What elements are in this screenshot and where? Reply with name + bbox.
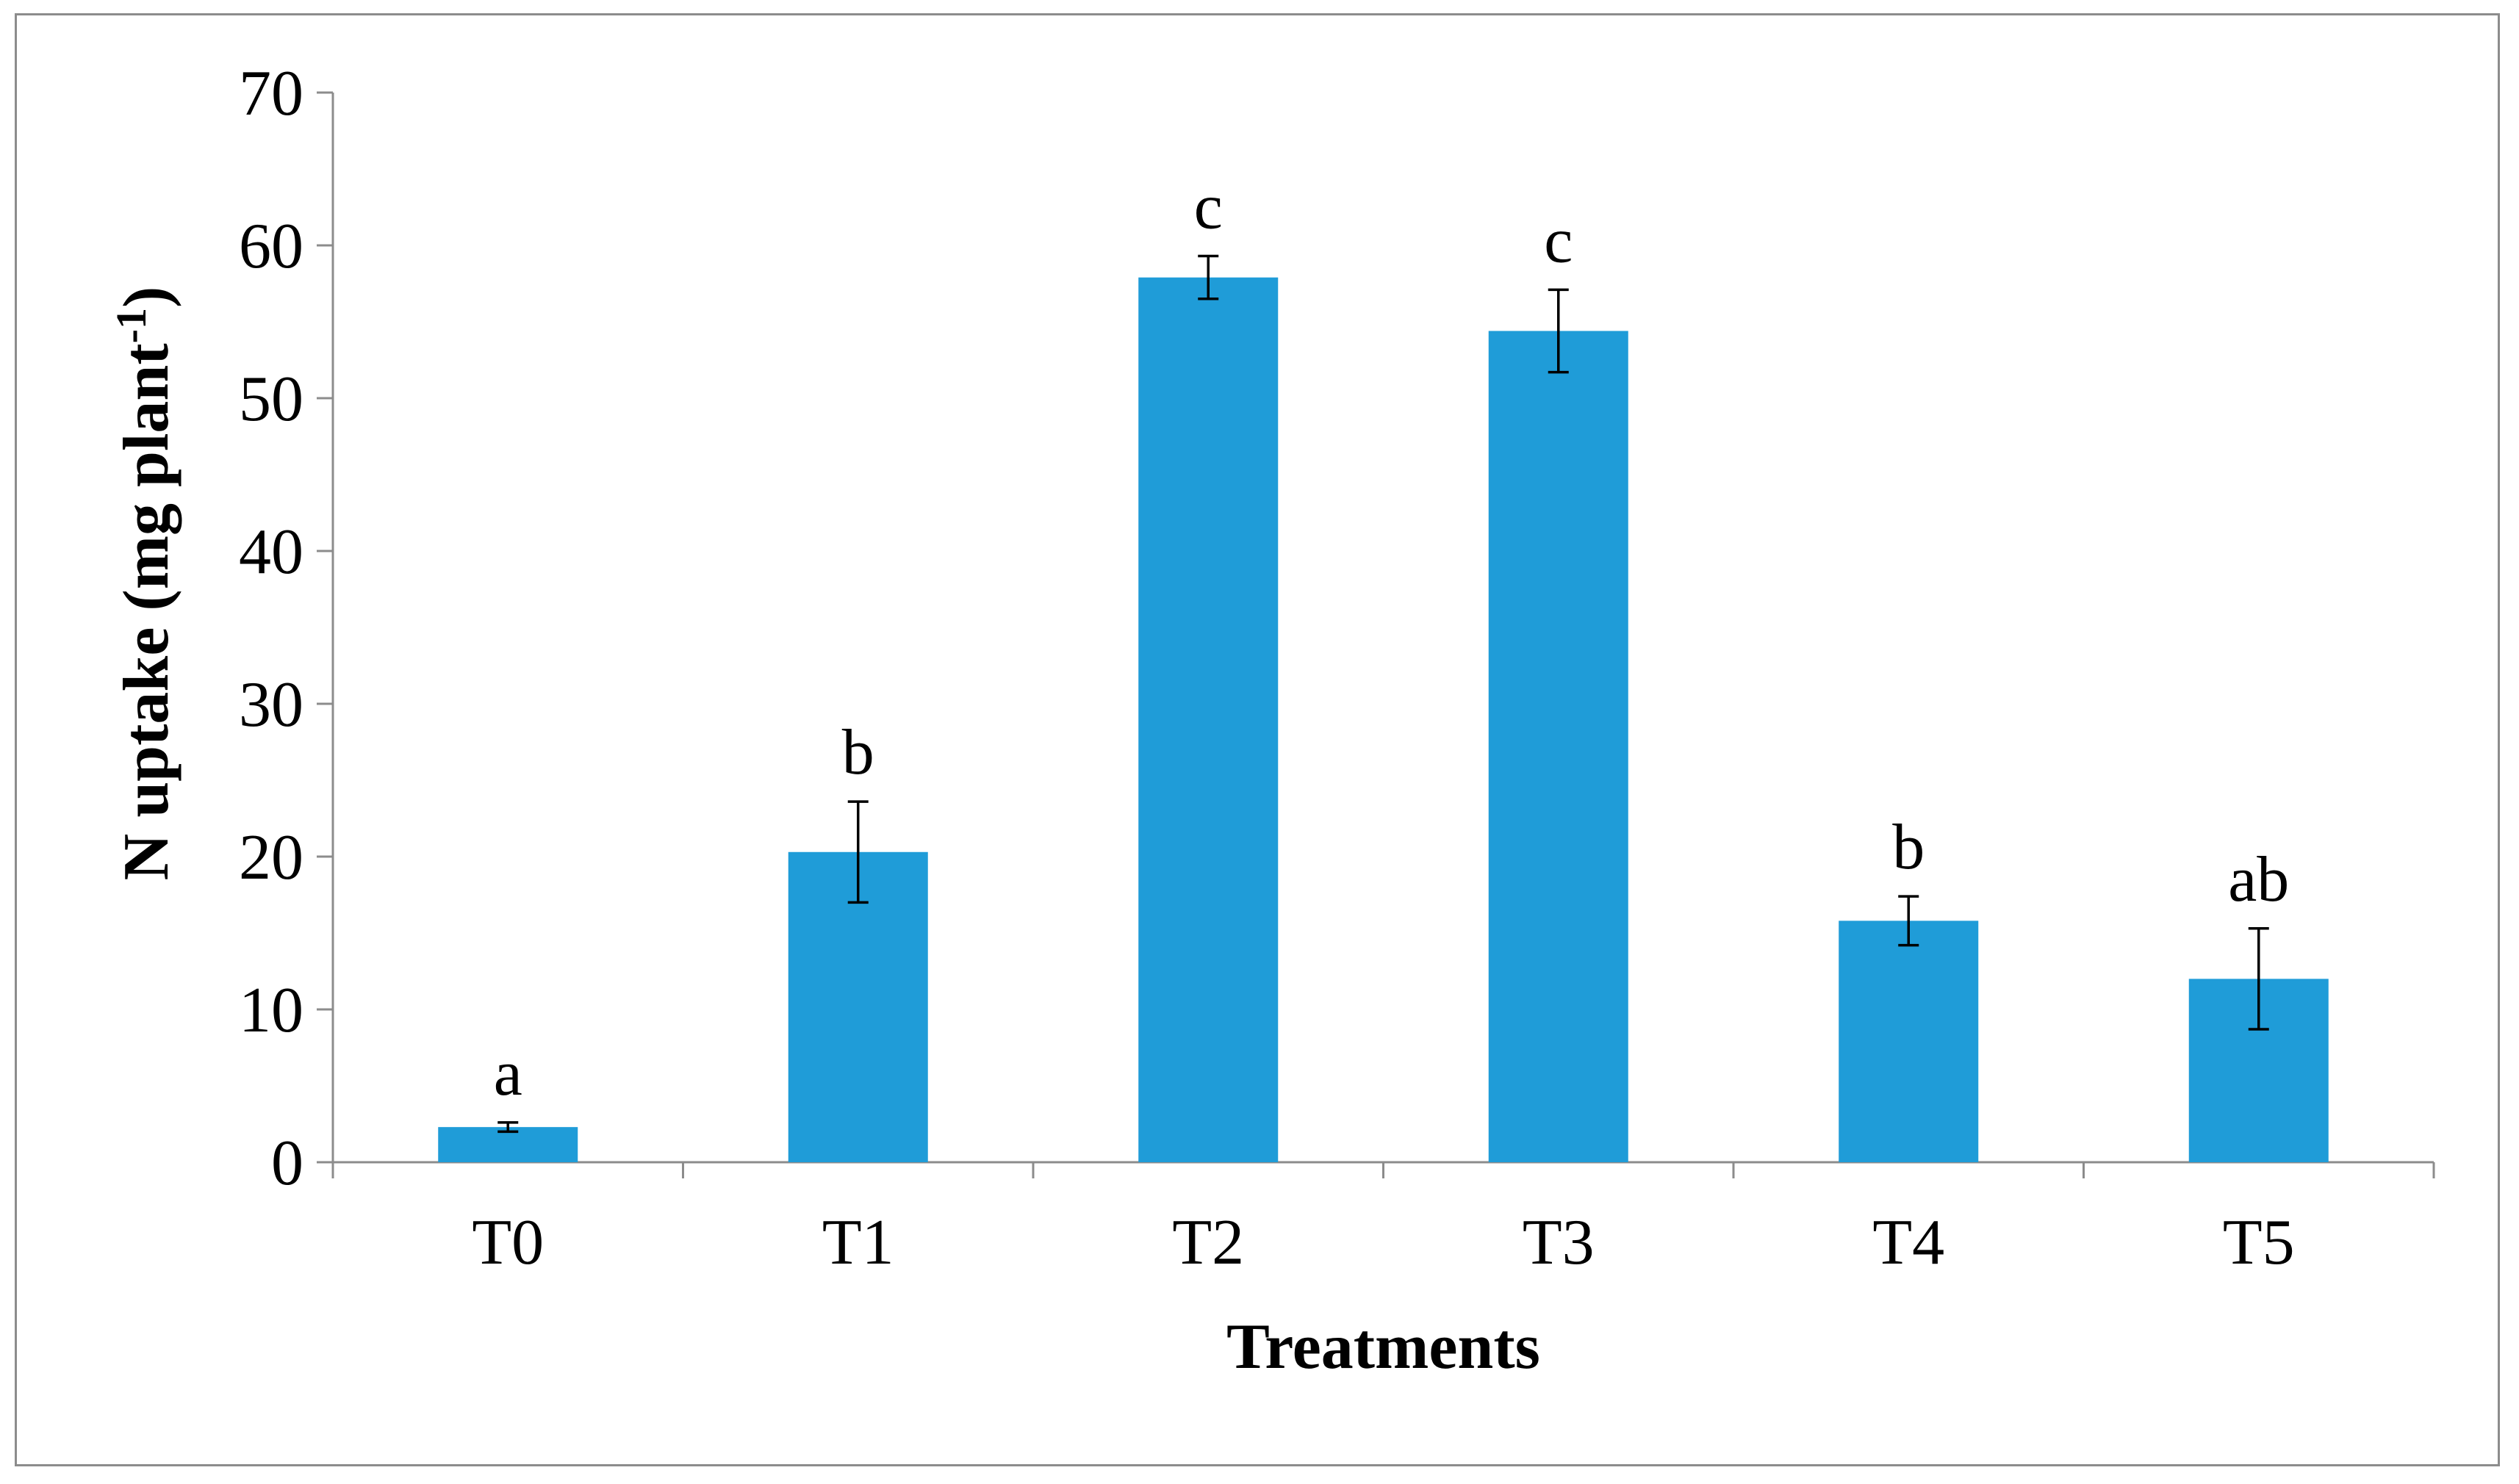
significance-letter: b [842,717,874,788]
y-axis: 0 10 20 30 40 50 60 70 [239,58,334,1199]
y-tick-label: 20 [239,822,303,893]
y-axis-title-sup: -1 [107,308,155,343]
x-axis-title: Treatments [1226,1311,1540,1383]
y-tick-label: 70 [239,58,303,129]
x-tick-label: T1 [822,1207,894,1278]
y-tick-label: 50 [239,364,303,435]
x-tick-label: T3 [1523,1207,1595,1278]
y-tick-label: 0 [271,1128,303,1199]
x-axis [331,1161,2435,1178]
y-tick-label: 10 [239,975,303,1046]
y-axis-title-main: N uptake (mg plant [111,343,182,880]
error-bars [497,254,2269,1134]
significance-letter: c [1194,172,1223,243]
x-tick-label: T5 [2223,1207,2295,1278]
y-axis-title: N uptake (mg plant-1) [107,287,182,881]
bar-t3 [1488,331,1628,1163]
y-axis-title-close: ) [111,287,182,308]
x-tick-label: T0 [472,1207,544,1278]
x-tick-label: T4 [1872,1207,1944,1278]
x-tick-label: T2 [1172,1207,1244,1278]
significance-letter: ab [2228,844,2289,915]
bar-t2 [1138,277,1279,1163]
bar-t4 [1839,921,1979,1162]
y-tick-label: 40 [239,516,303,588]
labels: a T0 b T1 c T2 c T3 b T4 ab T5 [472,172,2294,1278]
significance-letter: a [494,1038,522,1109]
significance-letter: b [1892,812,1925,883]
significance-letter: c [1544,205,1573,276]
y-tick-label: 60 [239,211,303,282]
y-tick-label: 30 [239,669,303,741]
bars [438,277,2329,1163]
